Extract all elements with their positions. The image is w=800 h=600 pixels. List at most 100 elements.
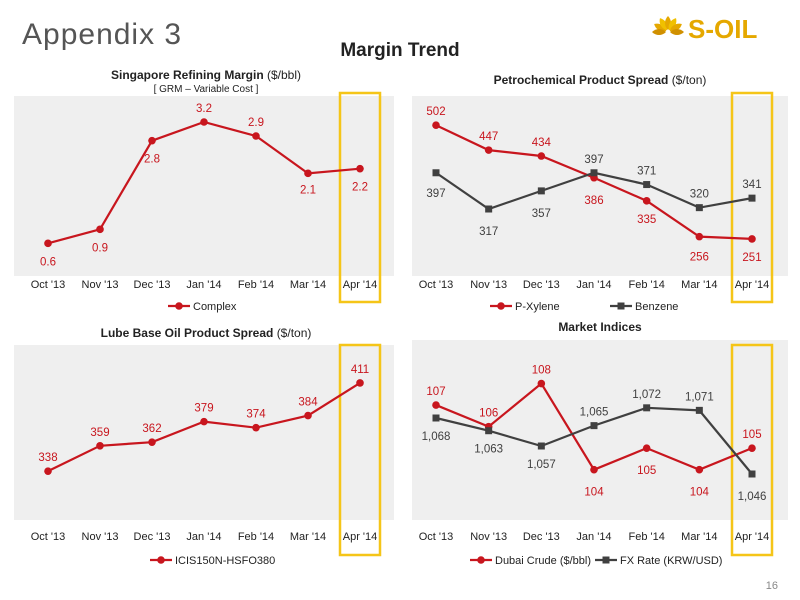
chart-1-data-label: 2.2 [352,182,368,194]
chart-3-x-tick: Dec '13 [134,531,171,543]
chart-1-legend-marker [175,302,183,310]
chart-1-point [200,118,208,126]
chart-2-x-tick: Jan '14 [576,279,611,291]
chart-3-data-label: 374 [246,409,266,421]
chart-1-title-unit: ($/bbl) [267,68,302,82]
chart-4-point [643,404,651,412]
chart-2-legend-label: Benzene [635,301,678,313]
s-oil-logo: S-OIL [648,10,788,52]
chart-3-title: Lube Base Oil Product Spread ($/ton) [12,326,400,340]
chart-1-data-label: 2.9 [248,117,264,129]
chart-2-x-tick: Apr '14 [735,279,770,291]
chart-3-legend-marker [157,556,165,564]
chart-2-data-label: 317 [479,226,498,238]
chart-4-data-label: 1,072 [632,389,661,401]
chart-1-x-tick: Jan '14 [186,279,221,291]
chart-3-point [200,417,208,426]
chart-4-x-tick: Jan '14 [576,531,611,543]
chart-3-plot-area [14,345,394,520]
chart-2-point [695,232,704,241]
chart-3-legend-label: ICIS150N-HSFO380 [175,555,275,567]
chart-3-x-tick: Nov '13 [82,531,119,543]
chart-2-point [484,146,493,154]
chart-1-title: Singapore Refining Margin ($/bbl) [12,68,400,82]
chart-1-legend-label: Complex [193,301,237,313]
chart-1-x-tick: Nov '13 [82,279,119,291]
chart-2-x-tick: Feb '14 [628,279,664,291]
page-subtitle: Margin Trend [340,40,460,61]
chart-1-point [44,239,52,248]
chart-3-x-tick: Apr '14 [343,531,378,543]
chart-1-x-tick: Feb '14 [238,279,274,291]
chart-1-data-label: 0.9 [92,242,108,254]
chart-4-data-label: 105 [637,465,656,477]
chart-3-highlight-box [338,343,382,557]
chart-2-plot-area [412,96,788,276]
chart-2-data-label: 502 [426,106,445,118]
chart-2-x-tick: Nov '13 [470,279,507,291]
chart-2-point [432,121,440,130]
chart-4-title: Market Indices [410,320,790,334]
chart-2-data-label: 371 [637,166,656,178]
page-number: 16 [765,580,778,592]
chart-1-data-label: 0.6 [40,256,56,268]
chart-4-point [485,427,493,435]
chart-2-legend-marker [617,302,625,310]
chart-2-legend-marker [497,302,505,310]
chart-1-x-tick: Dec '13 [134,279,171,291]
chart-4-point [590,422,598,430]
chart-3-x-tick: Jan '14 [186,531,221,543]
chart-1-plot-area [14,96,394,276]
chart-3-data-label: 379 [194,403,213,415]
chart-4-x-tick: Feb '14 [628,531,664,543]
chart-2-x-tick: Mar '14 [681,279,717,291]
chart-4-data-label: 1,071 [685,391,714,403]
chart-1-highlight-box [338,91,382,304]
chart-4-legend-marker [477,556,485,564]
chart-1-subtitle: [ GRM – Variable Cost ] [153,84,259,95]
chart-4-point [695,406,703,414]
chart-2-data-label: 341 [742,179,761,191]
chart-2-data-label: 447 [479,131,498,143]
chart-2-point [537,152,546,160]
chart-3-x-tick: Mar '14 [290,531,326,543]
chart-4-data-label: 105 [742,429,761,441]
chart-4-point [432,414,440,422]
chart-2-highlight-box [730,91,774,304]
chart-1-series-line [47,120,361,245]
chart-3-x-tick: Oct '13 [31,531,66,543]
chart-4-x-tick: Mar '14 [681,531,717,543]
chart-4-data-label: 1,063 [474,444,503,456]
chart-4-data-label: 106 [479,408,498,420]
chart-4-data-label: 104 [584,487,604,499]
logo-text: S-OIL [688,14,758,44]
chart-2-point [695,204,703,212]
chart-2-point [432,169,440,177]
chart-1-point [356,164,364,173]
chart-4-x-tick: Nov '13 [470,531,507,543]
chart-3-title-unit: ($/ton) [276,326,312,340]
chart-2-data-label: 256 [690,252,709,264]
chart-3-data-label: 338 [38,452,57,464]
chart-2-point [537,187,545,195]
chart-4-point [695,465,704,474]
chart-3-point [44,467,52,475]
chart-1-title-text: Singapore Refining Margin [110,68,264,82]
chart-3-data-label: 362 [142,423,161,435]
chart-2-point [642,197,651,205]
chart-4-title-text: Market Indices [558,320,642,334]
chart-2-data-label: 397 [426,188,445,200]
chart-2-data-label: 386 [584,195,603,207]
chart-2-title-unit: ($/ton) [671,73,707,87]
chart-2-data-label: 251 [742,252,761,264]
chart-4-x-tick: Apr '14 [735,531,770,543]
sun-icon [652,16,684,35]
chart-4-x-tick: Dec '13 [523,531,560,543]
chart-4-point [642,444,651,452]
chart-2-point [748,194,756,202]
chart-4-point [537,379,546,388]
chart-1-point [304,169,312,178]
chart-2-data-label: 434 [532,137,552,149]
chart-1-point [252,132,260,140]
